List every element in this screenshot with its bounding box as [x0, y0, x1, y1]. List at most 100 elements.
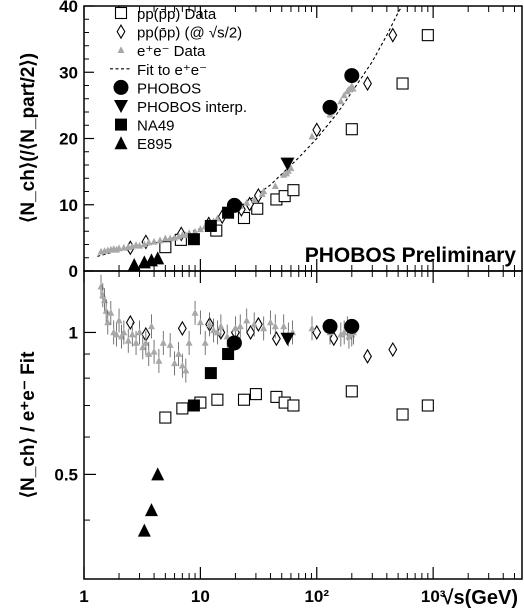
legend-marker-ee — [117, 46, 125, 53]
ppscaled-point — [177, 320, 187, 336]
ee-point — [128, 330, 136, 338]
phobos-point — [344, 318, 360, 334]
ppscaled-point — [388, 341, 398, 358]
phobos-preliminary-annotation: PHOBOS Preliminary — [305, 244, 517, 267]
ee-point — [99, 291, 107, 298]
pp-point — [345, 123, 358, 136]
pp-point — [421, 29, 434, 42]
phobos-point — [226, 335, 242, 351]
legend-marker-interp — [114, 100, 128, 113]
ee-point — [340, 91, 348, 99]
na49-point — [204, 367, 217, 380]
e895-point — [151, 251, 165, 265]
ee-point — [196, 225, 204, 233]
ee-point — [118, 332, 126, 340]
ee-point — [201, 338, 209, 346]
top-series — [97, 5, 434, 272]
e895-point — [151, 467, 165, 481]
ee-point — [182, 231, 190, 239]
legend-item-e895: E895 — [114, 136, 172, 153]
ee-point — [308, 324, 316, 332]
ee-point — [136, 328, 144, 336]
pp-point — [159, 241, 172, 254]
ee-point — [271, 322, 279, 330]
bottom-y-tick-label: 1 — [69, 323, 78, 342]
legend-item-fit: Fit to e⁺e⁻ — [110, 62, 207, 79]
ee-point — [150, 237, 158, 245]
pp-point — [421, 399, 434, 412]
ee-point — [145, 238, 153, 246]
legend-marker-na49 — [115, 118, 127, 131]
ppscaled-point — [312, 122, 322, 138]
top-y-tick-label: 30 — [59, 63, 78, 82]
pp-point — [249, 388, 262, 401]
ee-point — [223, 332, 231, 340]
ee-point — [196, 318, 204, 326]
na49-series — [187, 206, 235, 246]
ee-point — [340, 328, 348, 336]
ee-point — [206, 320, 214, 328]
ee-point — [345, 332, 353, 340]
bottom-y-tick-label: 0.5 — [54, 465, 78, 484]
top-y-tick-label: 20 — [59, 130, 78, 149]
ee-point — [337, 330, 345, 338]
ee-point — [115, 316, 123, 324]
pp-point — [345, 385, 358, 398]
ee-point — [217, 322, 225, 330]
top-y-ticks: 0 10 20 30 40 — [59, 0, 94, 281]
legend-item-phobos: PHOBOS — [113, 79, 201, 97]
ee-point — [287, 164, 295, 172]
ee-point — [120, 328, 128, 336]
pp-point — [237, 211, 251, 225]
ee-point — [112, 330, 120, 338]
top-y-tick-label: 0 — [69, 262, 78, 281]
na49-series — [187, 348, 235, 412]
ee-point — [250, 196, 258, 203]
ee-point — [159, 338, 167, 346]
pp-point — [396, 408, 409, 421]
ee-point — [185, 338, 193, 346]
ee-point — [250, 320, 258, 328]
top-y-tick-label: 40 — [59, 0, 78, 16]
x-tick-label: 10 — [191, 587, 210, 606]
bottom-y-axis-label: ⟨N_ch⟩ / e⁺e⁻ Fit — [18, 351, 39, 498]
ppscaled-point — [246, 324, 256, 341]
legend-item-ee: e⁺e⁻ Data — [117, 43, 206, 60]
pp-point — [176, 402, 189, 415]
ee-point — [243, 316, 251, 324]
ee-point — [161, 234, 169, 242]
ee-point — [271, 182, 279, 189]
legend-item-interp: PHOBOS interp. — [114, 99, 247, 116]
ee-point — [97, 282, 105, 290]
bottom-x-ticks: 1 10 10² 10³ — [79, 271, 515, 606]
na49-point — [187, 233, 200, 246]
bottom-series — [97, 274, 434, 537]
ee-point — [155, 356, 163, 364]
e895-point — [127, 258, 141, 272]
ee-point — [139, 343, 147, 351]
legend-item-ppscaled: pp(p̄p) (@ √s/2) — [116, 24, 242, 42]
pp-point — [251, 202, 264, 215]
x-tick-label: 10² — [304, 587, 329, 606]
top-panel: ⟨N_ch⟩(/⟨N_part/2⟩) 0 10 20 30 40 pp(p̄p) Da… — [18, 0, 523, 281]
na49-point — [187, 399, 200, 412]
ee-point — [191, 227, 199, 235]
ee-point — [171, 359, 179, 367]
ee-point — [308, 132, 316, 140]
ee-point — [337, 97, 345, 105]
legend-marker-e895 — [114, 136, 128, 150]
x-tick-label: 1 — [79, 587, 88, 606]
ee-series — [97, 274, 358, 383]
ee-point — [147, 322, 155, 330]
ppscaled-point — [271, 331, 281, 347]
ee-point — [231, 324, 239, 332]
pp-point — [211, 393, 224, 406]
x-tick-label: 10³ — [421, 587, 446, 606]
interp-series — [280, 332, 295, 346]
phobos-series — [226, 318, 360, 351]
pp-point — [396, 77, 409, 90]
legend-label-interp: PHOBOS interp. — [137, 99, 247, 116]
legend-item-na49: NA49 — [115, 118, 175, 135]
pp-point — [159, 411, 172, 424]
ppscaled-series — [125, 314, 398, 364]
